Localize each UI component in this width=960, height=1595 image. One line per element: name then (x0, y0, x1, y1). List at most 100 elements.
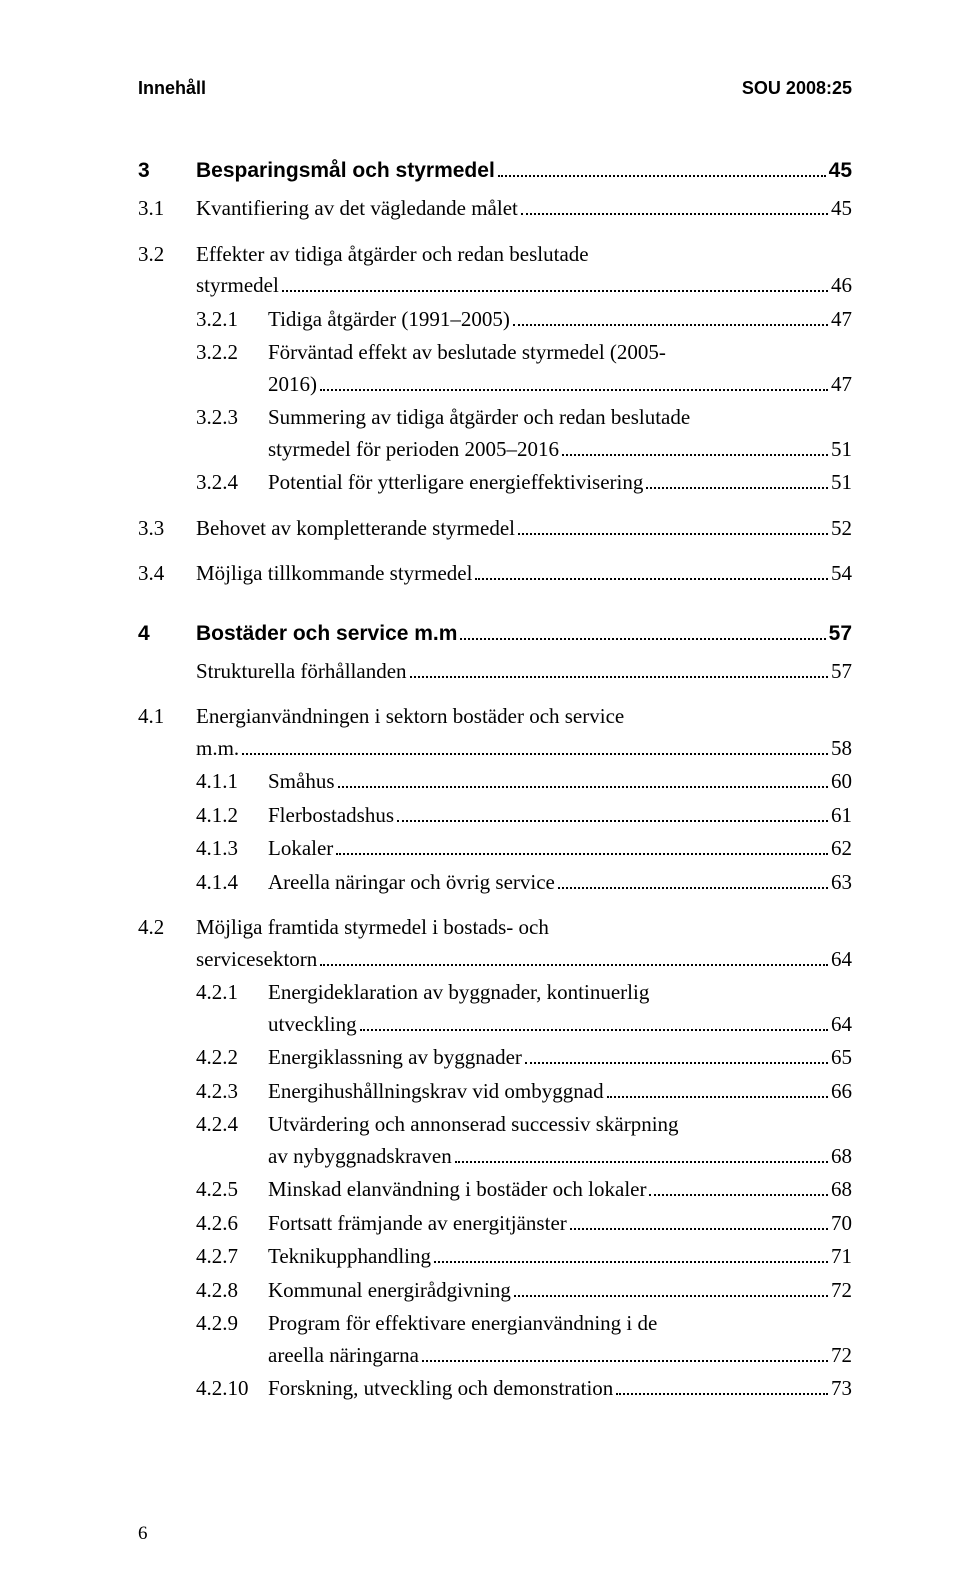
toc-page: 51 (831, 467, 852, 499)
toc-title-line: Summering av tidiga åtgärder och redan b… (268, 402, 690, 434)
toc-title-line: Möjliga framtida styrmedel i bostads- oc… (196, 912, 549, 944)
toc-num: 3.2.4 (196, 467, 268, 499)
toc-num: 3 (138, 159, 196, 183)
toc-title: Areella näringar och övrig service (268, 867, 555, 899)
toc-num: 3.2 (138, 239, 196, 302)
toc-title: Strukturella förhållanden (196, 656, 407, 688)
toc-page: 51 (831, 434, 852, 466)
dot-leader (338, 786, 828, 788)
toc-entry: 3.2Effekter av tidiga åtgärder och redan… (138, 239, 852, 302)
toc-title: Forskning, utveckling och demonstration (268, 1373, 613, 1405)
toc-title-line: Energianvändningen i sektorn bostäder oc… (196, 701, 624, 733)
toc-entry: 3.3Behovet av kompletterande styrmedel52 (138, 513, 852, 545)
toc-entry: 4.2.5Minskad elanvändning i bostäder och… (138, 1174, 852, 1206)
toc-title-line: Utvärdering och annonserad successiv skä… (268, 1109, 679, 1141)
page-number: 6 (138, 1523, 148, 1545)
toc-title-line: Effekter av tidiga åtgärder och redan be… (196, 239, 589, 271)
toc-entry: 4.2.4Utvärdering och annonserad successi… (138, 1109, 852, 1172)
toc-page: 70 (831, 1208, 852, 1240)
toc-entry: 3.2.1Tidiga åtgärder (1991–2005)47 (138, 304, 852, 336)
dot-leader (336, 853, 828, 855)
toc-entry: 4.2.3Energihushållningskrav vid ombyggna… (138, 1076, 852, 1108)
toc-page: 73 (831, 1373, 852, 1405)
toc-entry: 3.2.3Summering av tidiga åtgärder och re… (138, 402, 852, 465)
dot-leader (475, 578, 828, 580)
dot-leader (320, 964, 828, 966)
toc-num: 4.1.4 (196, 867, 268, 899)
toc-page: 57 (829, 622, 852, 646)
toc-page: 71 (831, 1241, 852, 1273)
spacing (138, 689, 852, 701)
toc-num: 4.2.7 (196, 1241, 268, 1273)
page-header: Innehåll SOU 2008:25 (138, 78, 852, 99)
toc-section-heading: 4Bostäder och service m.m57 (138, 622, 852, 646)
header-left: Innehåll (138, 78, 206, 99)
spacing (138, 227, 852, 239)
dot-leader (646, 487, 828, 489)
spacing (138, 501, 852, 513)
toc-page: 58 (831, 733, 852, 765)
toc-page: 63 (831, 867, 852, 899)
toc-num: 4.2.4 (196, 1109, 268, 1172)
toc-num: 4.2.9 (196, 1308, 268, 1371)
toc-entry: 4.2.10Forskning, utveckling och demonstr… (138, 1373, 852, 1405)
toc-page: 61 (831, 800, 852, 832)
toc-page: 54 (831, 558, 852, 590)
toc-title: Kvantifiering av det vägledande målet (196, 193, 518, 225)
dot-leader (455, 1161, 828, 1163)
toc-page: 46 (831, 270, 852, 302)
toc-title: Fortsatt främjande av energitjänster (268, 1208, 567, 1240)
toc-title: styrmedel för perioden 2005–2016 (268, 434, 559, 466)
toc-page: 68 (831, 1174, 852, 1206)
toc-page: 45 (831, 193, 852, 225)
toc-entry: 4.2.1Energideklaration av byggnader, kon… (138, 977, 852, 1040)
dot-leader (525, 1062, 828, 1064)
toc-num: 4.1.1 (196, 766, 268, 798)
toc-title: Behovet av kompletterande styrmedel (196, 513, 515, 545)
toc-title: Minskad elanvändning i bostäder och loka… (268, 1174, 646, 1206)
dot-leader (562, 454, 828, 456)
toc-page: 64 (831, 944, 852, 976)
toc-page: 45 (829, 159, 852, 183)
toc-entry: 4.1.4Areella näringar och övrig service 6… (138, 867, 852, 899)
toc-num: 4.2.10 (196, 1373, 268, 1405)
dot-leader (570, 1228, 828, 1230)
toc-title: 2016) (268, 369, 317, 401)
dot-leader (521, 213, 828, 215)
dot-leader (607, 1096, 828, 1098)
toc-page: 72 (831, 1340, 852, 1372)
toc-num: 3.4 (138, 558, 196, 590)
toc-num: 4.2.8 (196, 1275, 268, 1307)
dot-leader (513, 324, 828, 326)
toc-title: Energiklassning av byggnader (268, 1042, 522, 1074)
toc-page: 57 (831, 656, 852, 688)
toc-num: 4.2.1 (196, 977, 268, 1040)
toc-num: 4.1.2 (196, 800, 268, 832)
toc-title: Tidiga åtgärder (1991–2005) (268, 304, 510, 336)
toc-page: 62 (831, 833, 852, 865)
toc-title: Flerbostadshus (268, 800, 394, 832)
toc-entry: 3.4Möjliga tillkommande styrmedel54 (138, 558, 852, 590)
toc-title: Besparingsmål och styrmedel (196, 159, 495, 183)
toc-section-heading: 3Besparingsmål och styrmedel 45 (138, 159, 852, 183)
toc-title: servicesektorn (196, 944, 317, 976)
spacing (138, 546, 852, 558)
toc-page: 47 (831, 304, 852, 336)
toc-title: utveckling (268, 1009, 357, 1041)
toc-title-line: Förväntad effekt av beslutade styrmedel … (268, 337, 666, 369)
dot-leader (514, 1295, 828, 1297)
toc-entry: 4.1Energianvändningen i sektorn bostäder… (138, 701, 852, 764)
toc-title: styrmedel (196, 270, 279, 302)
toc-entry: Strukturella förhållanden 57 (138, 656, 852, 688)
toc-title: m.m. (196, 733, 239, 765)
dot-leader (518, 533, 828, 535)
toc-entry: 3.1Kvantifiering av det vägledande målet… (138, 193, 852, 225)
toc-entry: 4.2.9Program för effektivare energianvän… (138, 1308, 852, 1371)
toc-title: Potential för ytterligare energieffektiv… (268, 467, 643, 499)
toc-entry: 4.2Möjliga framtida styrmedel i bostads-… (138, 912, 852, 975)
dot-leader (558, 887, 828, 889)
toc-title: Teknikupphandling (268, 1241, 431, 1273)
toc-entry: 4.1.1Småhus60 (138, 766, 852, 798)
dot-leader (242, 753, 828, 755)
spacing (138, 900, 852, 912)
